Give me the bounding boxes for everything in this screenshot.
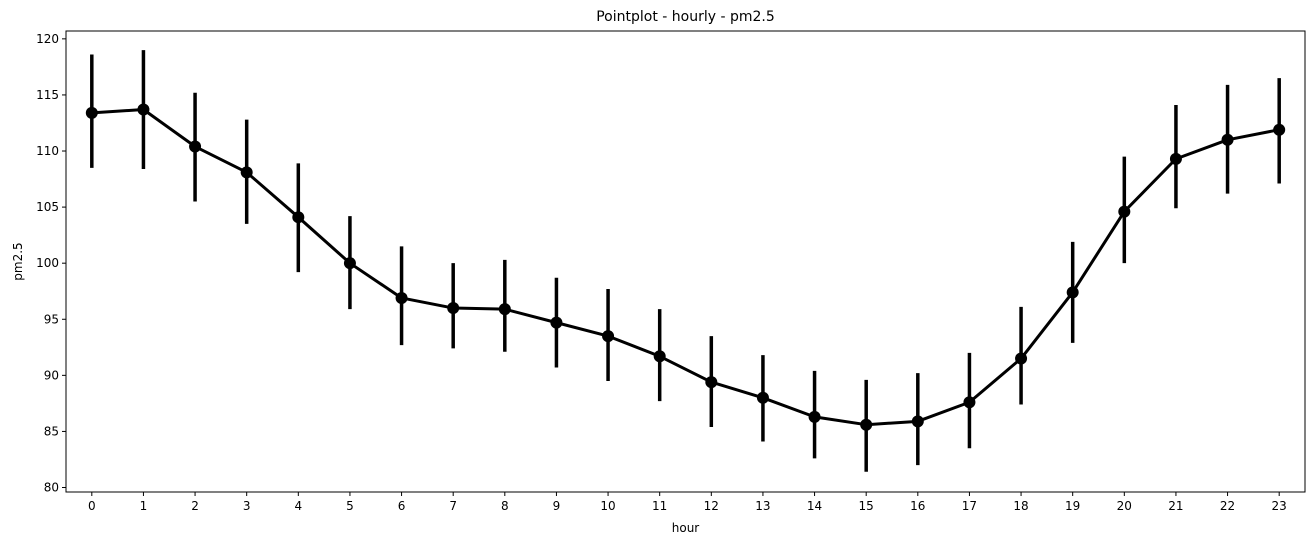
- x-tick-label: 15: [859, 499, 874, 513]
- data-point: [602, 330, 615, 343]
- data-point: [1273, 123, 1286, 136]
- x-tick-label: 7: [449, 499, 457, 513]
- data-point: [860, 418, 873, 431]
- data-point: [189, 140, 202, 153]
- x-tick-label: 23: [1272, 499, 1287, 513]
- data-point: [240, 166, 253, 179]
- data-point: [395, 291, 408, 304]
- x-tick-label: 20: [1117, 499, 1132, 513]
- data-point: [1066, 286, 1079, 299]
- data-point: [653, 350, 666, 363]
- x-tick-label: 5: [346, 499, 354, 513]
- data-point: [963, 396, 976, 409]
- chart-title: Pointplot - hourly - pm2.5: [596, 9, 775, 25]
- y-axis-ticks: 80 85 90 95 100 105 110 115 120: [36, 32, 66, 495]
- plot-frame: [65, 30, 1306, 493]
- x-tick-label: 19: [1065, 499, 1080, 513]
- y-tick-label: 100: [36, 256, 59, 270]
- data-point: [1169, 152, 1182, 165]
- data-point: [343, 257, 356, 270]
- x-tick-label: 21: [1168, 499, 1183, 513]
- x-axis-label: hour: [672, 521, 700, 535]
- x-tick-label: 11: [652, 499, 667, 513]
- x-tick-label: 18: [1013, 499, 1028, 513]
- x-tick-label: 22: [1220, 499, 1235, 513]
- y-tick-label: 95: [44, 312, 59, 326]
- x-tick-label: 17: [962, 499, 977, 513]
- x-tick-label: 9: [553, 499, 561, 513]
- error-bars: [90, 50, 1281, 472]
- x-tick-label: 2: [191, 499, 199, 513]
- data-point: [85, 106, 98, 119]
- data-point: [1015, 352, 1028, 365]
- y-tick-label: 85: [44, 424, 59, 438]
- data-point: [550, 316, 563, 329]
- x-tick-label: 8: [501, 499, 509, 513]
- data-point: [137, 103, 150, 116]
- x-tick-label: 6: [398, 499, 406, 513]
- x-tick-label: 3: [243, 499, 251, 513]
- x-tick-label: 16: [910, 499, 925, 513]
- x-tick-label: 10: [600, 499, 615, 513]
- data-point: [1118, 205, 1131, 218]
- data-points: [85, 103, 1286, 431]
- x-axis-ticks: 0 1 2 3 4 5 6 7 8 9 10 11 12 13 14 15 16 17 18 19 20 21 22 23: [88, 492, 1287, 513]
- axes-frame: [65, 30, 1306, 493]
- series-line-group: [91, 108, 1280, 427]
- x-tick-label: 1: [140, 499, 148, 513]
- data-point: [292, 211, 305, 224]
- data-point: [447, 302, 460, 315]
- data-point: [756, 391, 769, 404]
- y-tick-label: 105: [36, 200, 59, 214]
- series-line: [91, 108, 1280, 427]
- y-tick-label: 110: [36, 144, 59, 158]
- x-tick-label: 0: [88, 499, 96, 513]
- data-point: [911, 415, 924, 428]
- data-point: [705, 376, 718, 389]
- x-tick-label: 14: [807, 499, 822, 513]
- y-tick-label: 90: [44, 368, 59, 382]
- data-point: [808, 410, 821, 423]
- y-axis-label: pm2.5: [11, 242, 25, 280]
- data-point: [498, 303, 511, 316]
- x-tick-label: 13: [755, 499, 770, 513]
- x-tick-label: 12: [704, 499, 719, 513]
- x-tick-label: 4: [294, 499, 302, 513]
- y-tick-label: 115: [36, 88, 59, 102]
- data-point: [1221, 133, 1234, 146]
- y-tick-label: 80: [44, 481, 59, 495]
- y-tick-label: 120: [36, 32, 59, 46]
